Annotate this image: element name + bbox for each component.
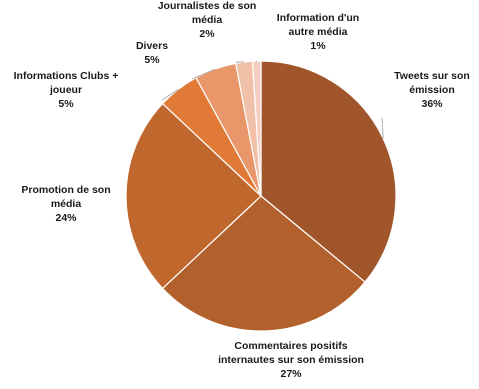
slice-percent-5: 2% (199, 28, 215, 40)
slice-label-line-0-1: émission (409, 84, 455, 96)
slice-label-line-3-0: Informations Clubs + (14, 70, 119, 82)
slice-labels: Tweets sur son émission 36% Commentaires po… (14, 0, 470, 380)
slice-label-line-5-0: Journalistes de son (158, 0, 257, 12)
slice-label-1: Commentaires positifs internautes sur son… (218, 340, 364, 380)
slice-label-line-6-1: autre média (289, 26, 348, 38)
slice-label-line-3-1: joueur (49, 84, 82, 96)
pie-slices (125, 60, 397, 332)
pie-slice-1 (161, 195, 366, 332)
pie-slice-2 (125, 102, 262, 290)
slice-percent-2: 24% (55, 212, 77, 224)
slice-label-2: Promotion de son média 24% (21, 184, 110, 224)
slice-label-line-2-0: Promotion de son (21, 184, 110, 196)
leader-line-3 (161, 88, 179, 101)
slice-percent-4: 5% (144, 54, 160, 66)
leader-line-0 (381, 117, 384, 139)
slice-percent-1: 27% (280, 368, 302, 380)
slice-label-line-2-1: média (51, 198, 82, 210)
leader-lines (161, 60, 384, 139)
slice-label-5: Journalistes de son média 2% (158, 0, 257, 40)
slice-label-line-6-0: Information d'un (277, 12, 359, 24)
slice-label-3: Informations Clubs + joueur 5% (14, 70, 119, 110)
slice-label-0: Tweets sur son émission 36% (394, 70, 470, 110)
slice-label-line-5-1: média (192, 14, 223, 26)
slice-label-line-0-0: Tweets sur son (394, 70, 470, 82)
pie-slice-0 (260, 60, 397, 283)
slice-label-line-4-0: Divers (136, 40, 168, 52)
slice-percent-6: 1% (310, 40, 326, 52)
slice-percent-0: 36% (421, 98, 443, 110)
slice-percent-3: 5% (58, 98, 74, 110)
leader-line-4 (191, 68, 216, 80)
slice-label-4: Divers 5% (136, 40, 168, 66)
slice-label-line-1-1: internautes sur son émission (218, 354, 364, 366)
slice-label-line-1-0: Commentaires positifs (234, 340, 347, 352)
slice-label-6: Information d'un autre média 1% (277, 12, 359, 52)
